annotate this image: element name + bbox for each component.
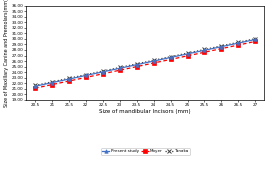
Line: Moyer: Moyer [33, 40, 257, 90]
Tanaka [220, 45, 223, 47]
Moyer [33, 87, 36, 89]
Moyer [254, 40, 257, 42]
Tanaka [84, 74, 87, 76]
Present study [33, 85, 36, 87]
Tanaka [50, 81, 54, 83]
Tanaka [118, 66, 121, 69]
Y-axis label: Size of Maxillary Canine and Premolars(mm): Size of Maxillary Canine and Premolars(m… [4, 0, 9, 107]
Present study [84, 74, 87, 77]
Tanaka [152, 59, 155, 61]
Moyer [237, 44, 240, 46]
Present study [237, 42, 240, 44]
Moyer [50, 83, 54, 86]
Tanaka [254, 38, 257, 40]
Moyer [220, 48, 223, 50]
Tanaka [101, 70, 104, 72]
Line: Present study: Present study [33, 38, 257, 88]
Present study [118, 67, 121, 69]
Moyer [203, 51, 206, 53]
Moyer [152, 62, 155, 64]
Legend: Present study, Moyer, Tanaka: Present study, Moyer, Tanaka [101, 148, 189, 155]
Tanaka [186, 52, 189, 54]
Present study [152, 60, 155, 62]
Moyer [84, 76, 87, 79]
Present study [169, 56, 172, 59]
Present study [254, 38, 257, 41]
Tanaka [237, 41, 240, 43]
Present study [186, 53, 189, 55]
Moyer [118, 69, 121, 71]
Line: Tanaka: Tanaka [33, 36, 258, 88]
Present study [203, 49, 206, 51]
Moyer [101, 73, 104, 75]
Tanaka [203, 48, 206, 51]
Tanaka [33, 84, 36, 87]
Moyer [186, 55, 189, 57]
Present study [220, 45, 223, 48]
Tanaka [135, 63, 138, 65]
Moyer [67, 80, 70, 82]
Tanaka [169, 55, 172, 58]
Present study [50, 82, 54, 84]
X-axis label: Size of mandibular Incisors (mm): Size of mandibular Incisors (mm) [99, 109, 191, 114]
Present study [101, 71, 104, 73]
Moyer [169, 58, 172, 61]
Tanaka [67, 77, 70, 79]
Present study [67, 78, 70, 80]
Present study [135, 64, 138, 66]
Moyer [135, 65, 138, 68]
